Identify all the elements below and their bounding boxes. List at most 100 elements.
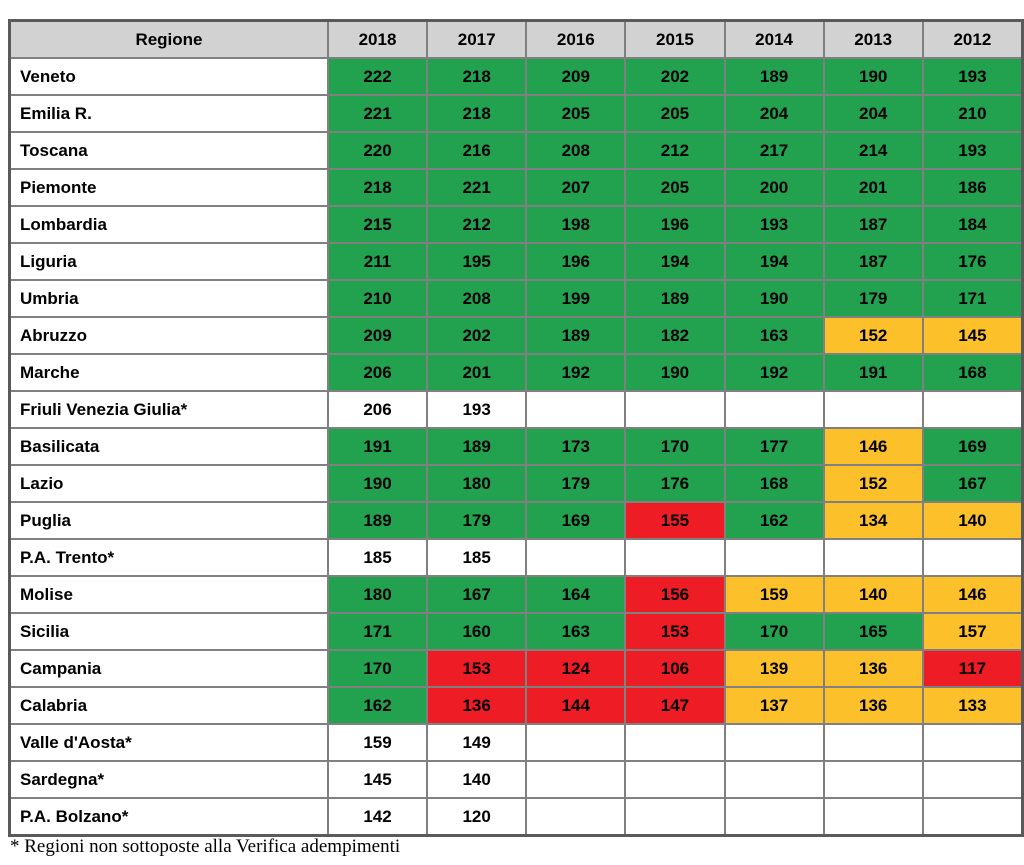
value-cell: 202 [624, 57, 726, 96]
value-cell: 152 [822, 316, 924, 355]
value-cell: 176 [624, 464, 726, 503]
table-row: Toscana 220 216 208 212 217 214 193 [8, 131, 1024, 170]
value-cell: 177 [723, 427, 825, 466]
value-cell: 191 [822, 353, 924, 392]
value-cell: 106 [624, 649, 726, 688]
value-cell: 190 [326, 464, 429, 503]
value-cell: 207 [525, 168, 627, 207]
value-cell: 167 [426, 575, 528, 614]
value-cell: 163 [525, 612, 627, 651]
value-cell: 124 [525, 649, 627, 688]
value-cell [723, 538, 825, 577]
value-cell: 162 [723, 501, 825, 540]
value-cell: 117 [921, 649, 1024, 688]
value-cell: 170 [326, 649, 429, 688]
value-cell: 162 [326, 686, 429, 725]
value-cell: 187 [822, 205, 924, 244]
value-cell: 209 [326, 316, 429, 355]
value-cell: 206 [326, 353, 429, 392]
table-row: Campania 170 153 124 106 139 136 117 [8, 649, 1024, 688]
value-cell: 139 [723, 649, 825, 688]
table-row: Valle d'Aosta* 159 149 [8, 723, 1024, 762]
table-row: Lombardia 215 212 198 196 193 187 184 [8, 205, 1024, 244]
table-row: P.A. Bolzano* 142 120 [8, 797, 1024, 837]
value-cell: 134 [822, 501, 924, 540]
value-cell: 204 [822, 94, 924, 133]
regions-score-table: Regione 2018 2017 2016 2015 2014 2013 2012 Ven… [8, 19, 1024, 837]
region-cell: Marche [8, 353, 329, 392]
value-cell: 199 [525, 279, 627, 318]
value-cell: 221 [326, 94, 429, 133]
value-cell: 194 [624, 242, 726, 281]
region-cell: Friuli Venezia Giulia* [8, 390, 329, 429]
region-cell: Abruzzo [8, 316, 329, 355]
value-cell [624, 797, 726, 837]
value-cell [822, 538, 924, 577]
value-cell: 189 [624, 279, 726, 318]
value-cell: 170 [624, 427, 726, 466]
year-column-header: 2015 [624, 19, 726, 59]
value-cell: 156 [624, 575, 726, 614]
year-column-header: 2017 [426, 19, 528, 59]
value-cell [921, 538, 1024, 577]
value-cell [525, 760, 627, 799]
value-cell: 173 [525, 427, 627, 466]
table-row: Veneto 222 218 209 202 189 190 193 [8, 57, 1024, 96]
table-row: Friuli Venezia Giulia* 206 193 [8, 390, 1024, 429]
region-cell: Basilicata [8, 427, 329, 466]
value-cell: 189 [723, 57, 825, 96]
value-cell: 120 [426, 797, 528, 837]
value-cell: 220 [326, 131, 429, 170]
value-cell: 144 [525, 686, 627, 725]
value-cell: 153 [624, 612, 726, 651]
value-cell [723, 760, 825, 799]
value-cell: 212 [624, 131, 726, 170]
value-cell [822, 760, 924, 799]
value-cell [822, 797, 924, 837]
value-cell: 193 [723, 205, 825, 244]
value-cell: 200 [723, 168, 825, 207]
table-row: Lazio 190 180 179 176 168 152 167 [8, 464, 1024, 503]
value-cell: 191 [326, 427, 429, 466]
value-cell: 205 [525, 94, 627, 133]
value-cell [921, 797, 1024, 837]
region-cell: Liguria [8, 242, 329, 281]
value-cell: 184 [921, 205, 1024, 244]
value-cell [525, 723, 627, 762]
value-cell [822, 390, 924, 429]
value-cell: 222 [326, 57, 429, 96]
region-cell: Sicilia [8, 612, 329, 651]
region-cell: Sardegna* [8, 760, 329, 799]
value-cell [624, 760, 726, 799]
value-cell: 171 [921, 279, 1024, 318]
value-cell: 209 [525, 57, 627, 96]
value-cell: 192 [525, 353, 627, 392]
value-cell: 218 [426, 94, 528, 133]
table-row: Emilia R. 221 218 205 205 204 204 210 [8, 94, 1024, 133]
value-cell: 136 [822, 649, 924, 688]
value-cell: 208 [426, 279, 528, 318]
value-cell: 169 [525, 501, 627, 540]
table-row: Abruzzo 209 202 189 182 163 152 145 [8, 316, 1024, 355]
year-column-header: 2016 [525, 19, 627, 59]
value-cell: 170 [723, 612, 825, 651]
table-row: Liguria 211 195 196 194 194 187 176 [8, 242, 1024, 281]
value-cell: 206 [326, 390, 429, 429]
region-cell: Molise [8, 575, 329, 614]
region-cell: Puglia [8, 501, 329, 540]
year-column-header: 2014 [723, 19, 825, 59]
value-cell: 179 [426, 501, 528, 540]
value-cell: 190 [723, 279, 825, 318]
value-cell: 215 [326, 205, 429, 244]
value-cell: 205 [624, 94, 726, 133]
value-cell [525, 390, 627, 429]
value-cell: 168 [921, 353, 1024, 392]
value-cell: 169 [921, 427, 1024, 466]
region-cell: Veneto [8, 57, 329, 96]
value-cell: 189 [426, 427, 528, 466]
value-cell: 193 [921, 57, 1024, 96]
value-cell: 218 [426, 57, 528, 96]
value-cell: 152 [822, 464, 924, 503]
value-cell: 193 [921, 131, 1024, 170]
value-cell: 146 [822, 427, 924, 466]
